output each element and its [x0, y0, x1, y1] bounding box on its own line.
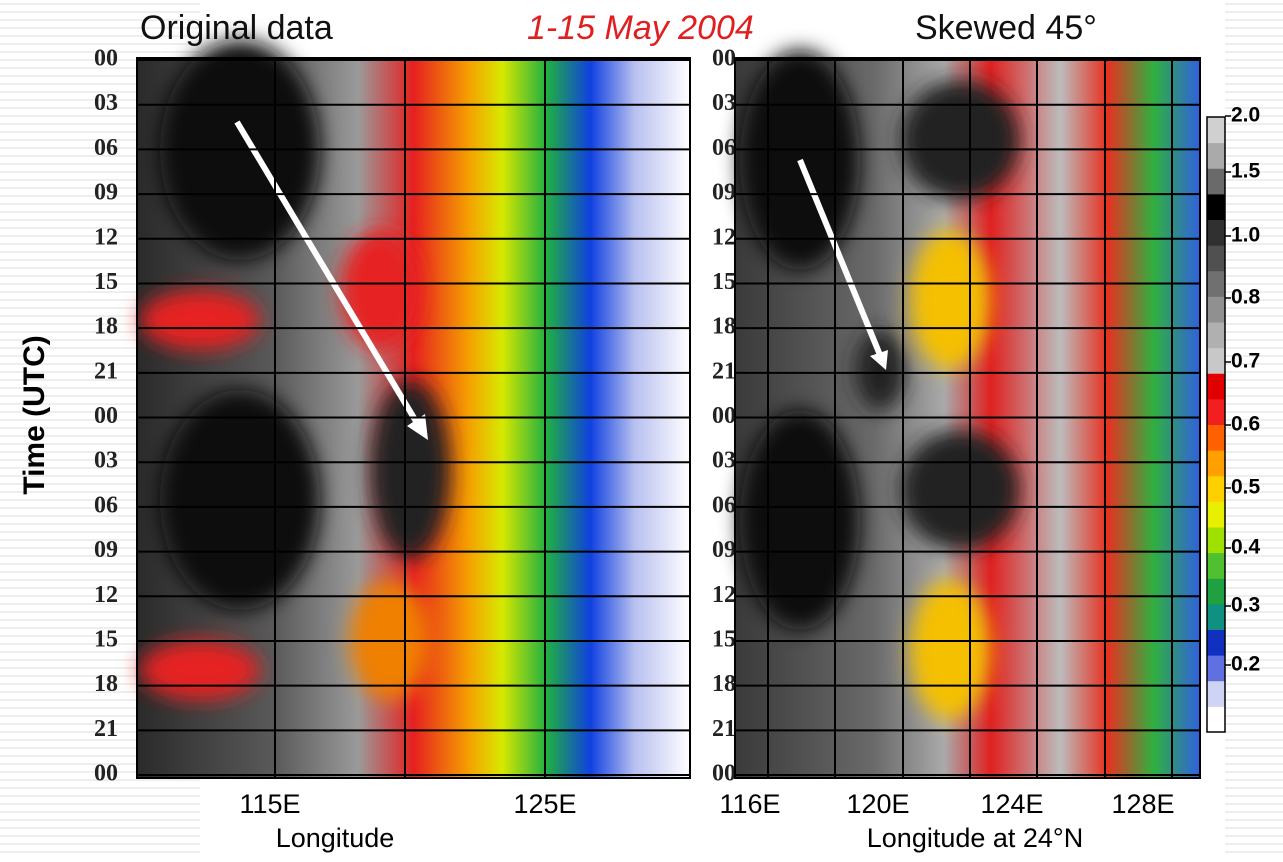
y-tick-label: 21: [712, 358, 736, 384]
colorbar-label: 1.0: [1231, 224, 1260, 247]
y-tick-label: 06: [94, 492, 118, 518]
colorbar-segment: [1207, 578, 1225, 605]
y-tick-label: 06: [712, 492, 736, 518]
y-tick-label: 09: [712, 180, 736, 206]
y-tick-label: 12: [712, 582, 736, 608]
y-tick-label: 06: [712, 135, 736, 161]
colorbar-segment: [1207, 270, 1225, 297]
colorbar-segment: [1207, 603, 1225, 630]
y-tick-label: 12: [94, 224, 118, 250]
y-tick-label: 15: [712, 626, 736, 652]
colorbar-label: 1.5: [1231, 160, 1261, 183]
y-axis-title: Time (UTC): [18, 335, 51, 494]
x-axis-title: Longitude at 24°N: [867, 823, 1083, 853]
left-panel: [137, 40, 690, 778]
y-tick-label: 12: [94, 582, 118, 608]
colorbar-label: 0.5: [1231, 476, 1261, 499]
y-tick-label: 18: [94, 314, 118, 340]
colorbar-segment: [1207, 424, 1225, 451]
colorbar-segment: [1207, 398, 1225, 425]
colorbar-segment: [1207, 347, 1225, 374]
y-tick-label: 21: [94, 358, 118, 384]
y-tick-label: 21: [94, 716, 118, 742]
y-tick-label: 18: [712, 314, 736, 340]
y-tick-label: 09: [94, 537, 118, 563]
arrow: [797, 158, 883, 357]
x-tick-label: 124E: [980, 789, 1043, 819]
y-tick-label: 00: [94, 761, 118, 787]
y-tick-label: 00: [94, 403, 118, 429]
colorbar-label: 0.7: [1231, 350, 1260, 373]
colorbar-label: 0.6: [1231, 413, 1260, 436]
y-tick-label: 21: [712, 716, 736, 742]
colorbar-label: 0.3: [1231, 594, 1260, 617]
x-tick-label: 125E: [513, 789, 576, 819]
colorbar-segment: [1207, 527, 1225, 554]
colorbar-segment: [1207, 450, 1225, 477]
y-tick-label: 09: [712, 537, 736, 563]
y-tick-label: 00: [94, 46, 118, 72]
arrow: [234, 120, 423, 430]
y-tick-label: 09: [94, 180, 118, 206]
colorbar-segment: [1207, 219, 1225, 246]
colorbar-label: 0.4: [1231, 536, 1261, 559]
colorbar-segment: [1207, 142, 1225, 169]
y-tick-label: 03: [712, 448, 736, 474]
y-tick-label: 18: [94, 671, 118, 697]
y-tick-label: 00: [712, 46, 736, 72]
colorbar-segment: [1207, 680, 1225, 707]
colorbar-segment: [1207, 193, 1225, 220]
x-axis-title: Longitude: [276, 823, 395, 853]
colorbar-segment: [1207, 475, 1225, 502]
colorbar-segment: [1207, 296, 1225, 323]
title-middle: 1-15 May 2004: [527, 9, 754, 47]
colorbar-label: 0.2: [1231, 653, 1260, 676]
colorbar-segment: [1207, 552, 1225, 579]
colorbar-segment: [1207, 117, 1225, 144]
y-tick-label: 03: [94, 90, 118, 116]
arrow-head: [870, 350, 888, 370]
x-tick-label: 115E: [239, 789, 300, 819]
y-tick-label: 03: [712, 90, 736, 116]
colorbar-label: 0.8: [1231, 286, 1261, 309]
y-tick-label: 12: [712, 224, 736, 250]
contour-detail: [140, 40, 450, 700]
slide-background: [1225, 0, 1283, 857]
y-tick-label: 03: [94, 448, 118, 474]
colorbar-segment: [1207, 655, 1225, 682]
y-tick-label: 18: [712, 671, 736, 697]
colorbar-segment: [1207, 245, 1225, 272]
x-tick-label: 116E: [719, 789, 780, 819]
arrow-head: [407, 414, 428, 440]
colorbar-label: 2.0: [1231, 104, 1260, 127]
plot-frame: [734, 57, 1201, 779]
colorbar-segment: [1207, 706, 1225, 733]
colorbar-segment: [1207, 373, 1225, 400]
y-tick-label: 15: [94, 269, 118, 295]
colorbar-segment: [1207, 168, 1225, 195]
x-tick-label: 120E: [846, 789, 909, 819]
y-tick-label: 06: [94, 135, 118, 161]
y-tick-label: 00: [712, 761, 736, 787]
right-panel: [735, 50, 1200, 778]
colorbar-segment: [1207, 322, 1225, 349]
colorbar-segment: [1207, 501, 1225, 528]
y-tick-label: 15: [94, 626, 118, 652]
plot-frame: [136, 57, 691, 779]
y-tick-label: 15: [712, 269, 736, 295]
colorbar-segment: [1207, 629, 1225, 656]
y-tick-label: 00: [712, 403, 736, 429]
x-tick-label: 128E: [1111, 789, 1174, 819]
title-right: Skewed 45°: [915, 9, 1097, 47]
